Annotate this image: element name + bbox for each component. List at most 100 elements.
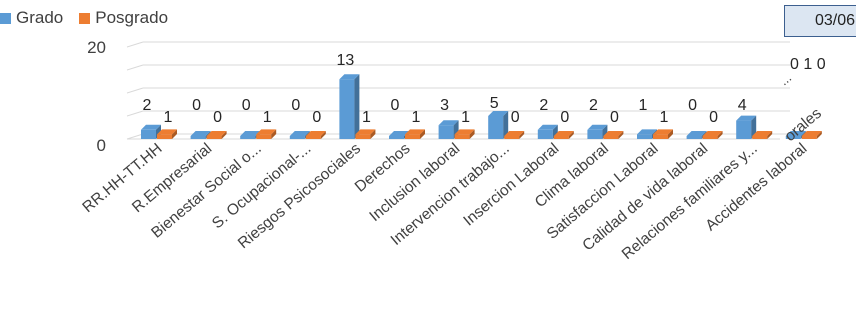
bar-top-posgrado — [256, 129, 277, 135]
bar-side-posgrado — [370, 129, 376, 139]
grid-side-0 — [126, 133, 144, 140]
data-label-grado: 0 — [242, 97, 251, 114]
data-label-grado: 2 — [539, 97, 548, 114]
bar-top-posgrado — [801, 131, 822, 136]
legend-item-grado: Grado — [0, 8, 63, 28]
bar-grado — [686, 136, 702, 139]
bar-posgrado — [454, 134, 470, 139]
legend-label-posgrado: Posgrado — [95, 8, 169, 27]
bar-top-grado — [141, 124, 161, 130]
grid-side-4 — [126, 41, 144, 48]
bar-top-grado — [488, 111, 509, 116]
grid-side-1 — [126, 110, 144, 117]
bar-grado — [537, 129, 553, 139]
data-label-grado: 13 — [337, 52, 355, 69]
bar-side-posgrado — [420, 129, 425, 139]
data-label-posgrado: 0 — [213, 109, 222, 126]
bar-posgrado — [801, 136, 817, 139]
bar-top-grado — [537, 124, 558, 130]
bar-top-grado — [289, 131, 310, 136]
bar-grado — [438, 125, 454, 139]
data-label-posgrado: 1 — [362, 109, 371, 126]
bar-side-grado — [503, 111, 509, 139]
bar-top-grado — [190, 131, 211, 136]
bar-grado — [190, 136, 206, 139]
bar-posgrado — [504, 136, 520, 139]
bar-top-posgrado — [752, 131, 773, 136]
bar-posgrado — [305, 136, 321, 139]
bar-grado — [289, 136, 305, 139]
data-label-grado: 2 — [589, 97, 598, 114]
data-label-grado: 2 — [143, 97, 152, 114]
bar-side-posgrado — [221, 131, 227, 139]
data-label-posgrado: 0 — [610, 109, 619, 126]
bar-side-posgrado — [568, 131, 574, 139]
bar-side-posgrado — [320, 131, 326, 139]
data-label-posgrado: 0 — [511, 109, 520, 126]
data-label-grado: 1 — [639, 97, 648, 114]
bar-side-grado — [751, 115, 757, 139]
bar-posgrado — [256, 134, 272, 139]
bar-posgrado — [405, 134, 420, 139]
bar-posgrado — [603, 136, 619, 139]
legend-swatch-grado — [0, 12, 11, 24]
bar-side-grado — [354, 74, 360, 139]
overflow-value-labels: 0 1 0 — [790, 56, 826, 73]
bar-top-posgrado — [305, 131, 326, 136]
grid-side-2 — [126, 87, 144, 94]
bar-top-posgrado — [206, 131, 227, 136]
bar-grado — [240, 136, 256, 139]
data-label-posgrado: 1 — [660, 109, 669, 126]
legend-swatch-posgrado — [79, 12, 91, 24]
bar-side-posgrado — [519, 131, 525, 139]
bar-side-posgrado — [717, 131, 723, 139]
y-tick-label: 20 — [87, 38, 106, 57]
legend-label-grado: Grado — [16, 8, 64, 27]
bar-side-posgrado — [469, 129, 475, 139]
bar-grado — [736, 120, 752, 139]
data-label-posgrado: 0 — [560, 109, 569, 126]
data-label-posgrado: 1 — [461, 109, 470, 126]
bar-top-posgrado — [603, 131, 624, 136]
bar-grado — [637, 134, 652, 139]
data-label-grado: 0 — [192, 97, 201, 114]
bar-side-posgrado — [172, 129, 177, 139]
data-label-posgrado: 1 — [412, 109, 421, 126]
bar-top-grado — [587, 124, 608, 130]
data-label-posgrado: 0 — [709, 109, 718, 126]
bar-posgrado — [702, 136, 718, 139]
data-label-grado: 0 — [391, 97, 400, 114]
date-label-box: 03/06 — [784, 5, 856, 37]
bar-side-posgrado — [816, 131, 822, 139]
bar-top-posgrado — [405, 129, 425, 135]
bar-side-grado — [602, 124, 608, 139]
bar-top-grado — [240, 131, 261, 136]
bar-top-posgrado — [504, 131, 525, 136]
bar-side-grado — [552, 124, 558, 139]
bar-grado — [339, 79, 355, 139]
bar-top-grado — [339, 74, 360, 80]
bar-posgrado — [752, 136, 768, 139]
bar-posgrado — [355, 134, 371, 139]
bar-top-grado — [389, 131, 409, 136]
bar-side-posgrado — [618, 131, 624, 139]
bar-side-posgrado — [271, 129, 277, 139]
data-label-posgrado: 1 — [263, 109, 272, 126]
data-label-grado: 0 — [688, 97, 697, 114]
data-label-grado: 4 — [738, 97, 747, 114]
bar-top-posgrado — [653, 129, 673, 135]
bar-top-grado — [785, 131, 806, 136]
data-label-posgrado: 1 — [164, 109, 173, 126]
grid-side-3 — [126, 64, 144, 71]
bar-top-grado — [686, 131, 707, 136]
data-label-grado: 3 — [440, 97, 449, 114]
bar-grado — [587, 129, 603, 139]
data-label-posgrado: 0 — [312, 109, 321, 126]
bar-top-posgrado — [157, 129, 177, 135]
bar-top-posgrado — [355, 129, 376, 135]
data-label-grado: 0 — [291, 97, 300, 114]
data-label-grado: 5 — [490, 95, 499, 112]
bar-top-grado — [736, 115, 757, 121]
bar-grado — [488, 116, 504, 139]
